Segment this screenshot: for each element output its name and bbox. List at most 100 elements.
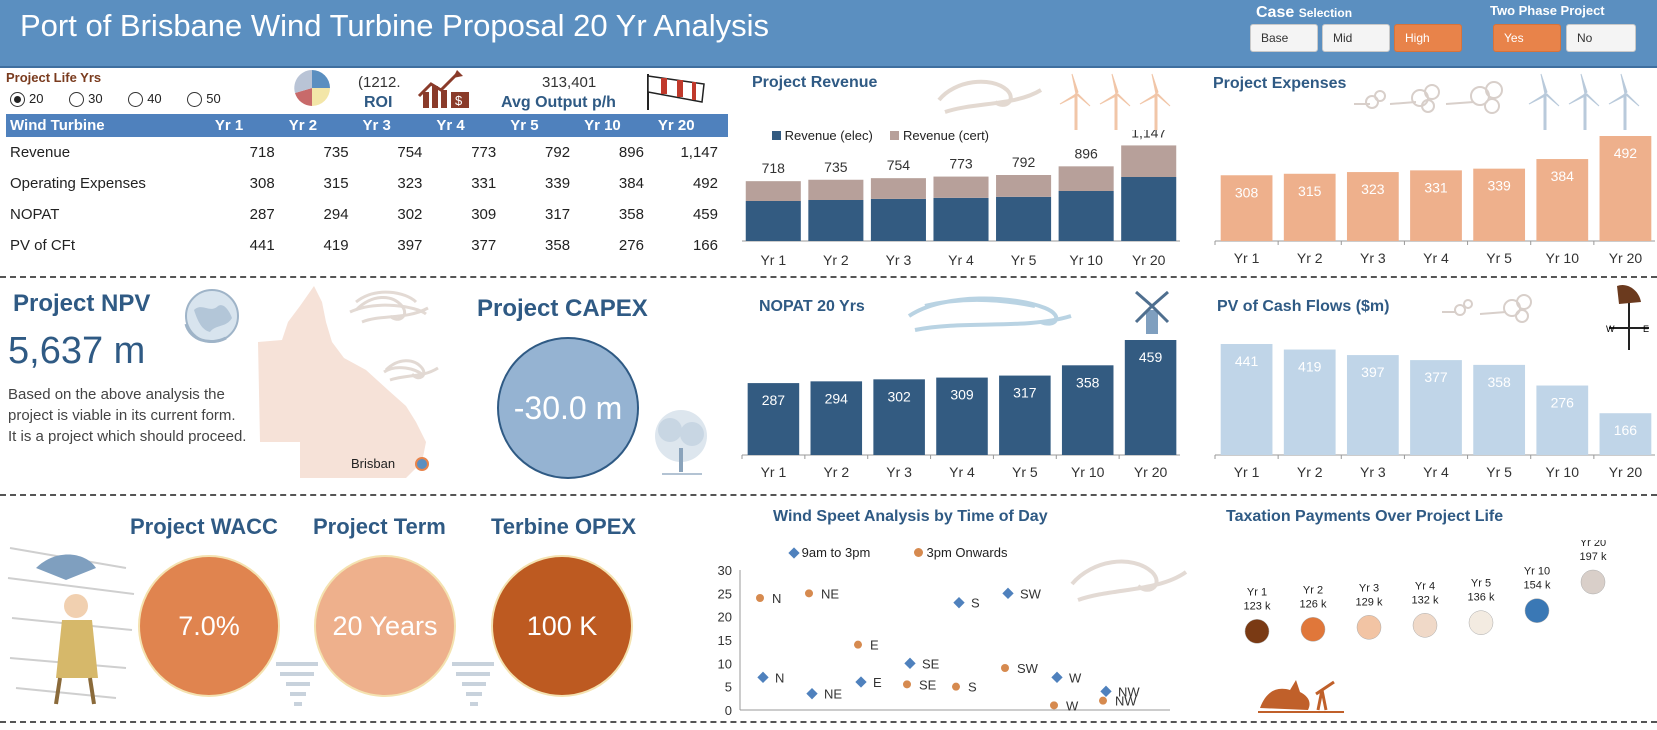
- bar-cert: [745, 181, 801, 201]
- data-label: 287: [762, 392, 786, 408]
- tick-label: Yr 5: [1012, 464, 1038, 480]
- table-row: Operating Expenses 308 315 323 331 339 3…: [6, 168, 728, 199]
- opex-value: 100 K: [526, 610, 598, 641]
- radio-icon[interactable]: [187, 92, 203, 108]
- growth-chart-icon: $: [417, 70, 469, 108]
- bar-elec: [996, 196, 1052, 241]
- case-base-button[interactable]: Base: [1250, 24, 1318, 52]
- life-option-20[interactable]: 20: [10, 91, 43, 108]
- legend-label: Revenue (elec): [784, 128, 873, 143]
- wind-chart: 30 25 20 15 10 5 0 N NE E SE S SW W NW N NE E SE S SW W NW: [718, 563, 1170, 718]
- table-cell: 384: [618, 175, 644, 192]
- radio-icon[interactable]: [69, 92, 85, 108]
- table-row: NOPAT 287 294 302 309 317 358 459: [6, 199, 728, 230]
- table-cell: 735: [323, 144, 349, 161]
- tornado-icon: [452, 662, 494, 706]
- tick-label: 10: [718, 656, 732, 671]
- data-label: 315: [1298, 183, 1322, 199]
- radio-icon[interactable]: [10, 92, 25, 108]
- tick-label: Yr 3: [886, 252, 912, 268]
- point-morning: [1002, 587, 1014, 599]
- row-label: Operating Expenses: [10, 175, 146, 192]
- case-label-small: Selection: [1298, 6, 1353, 20]
- tax-value-label: 197 k: [1580, 551, 1607, 563]
- table-cell: 492: [692, 175, 718, 192]
- point-afternoon: [952, 682, 960, 691]
- tick-label: 25: [718, 586, 732, 601]
- life-option-label: 50: [206, 91, 221, 106]
- table-header-cell: Yr 4: [432, 114, 507, 137]
- roi-value: (1212.: [358, 74, 401, 91]
- opex-title: Terbine OPEX: [491, 514, 637, 539]
- life-option-40[interactable]: 40: [128, 91, 162, 108]
- life-option-50[interactable]: 50: [187, 91, 221, 108]
- point-label: S: [968, 680, 977, 695]
- tax-value-label: 129 k: [1356, 596, 1383, 608]
- data-label: 331: [1424, 179, 1448, 195]
- map-city-label: Brisban: [351, 456, 396, 471]
- bar-cert: [1121, 145, 1177, 177]
- tax-bubble: [1412, 613, 1438, 638]
- tick-label: Yr 4: [948, 252, 974, 268]
- pv-chart: 441 Yr 1 419 Yr 2 397 Yr 3 377 Yr 4 358 Yr 5 276 Yr…: [1214, 344, 1655, 480]
- table-cell: 309: [471, 206, 497, 223]
- table-cell: 294: [323, 206, 349, 223]
- bar: [1473, 364, 1526, 455]
- capex-circle: -30.0 m: [497, 337, 639, 479]
- table-cell: 459: [692, 206, 718, 223]
- bar: [1283, 173, 1336, 241]
- tax-bubble: [1356, 615, 1382, 640]
- tick-label: Yr 2: [1297, 464, 1323, 480]
- data-label: 276: [1551, 395, 1575, 411]
- total-label: 773: [949, 156, 973, 172]
- table-cell: 419: [323, 237, 349, 254]
- point-morning: [806, 688, 818, 700]
- table-header-cell: Yr 10: [580, 114, 654, 137]
- tick-label: Yr 5: [1486, 464, 1512, 480]
- tick-label: 30: [718, 563, 732, 578]
- two-phase-no-button[interactable]: No: [1566, 24, 1636, 52]
- pie-chart-icon: [294, 70, 330, 106]
- bar: [999, 375, 1051, 455]
- wind-swirl-icon: [937, 79, 1043, 114]
- data-label: 419: [1298, 359, 1322, 375]
- npv-title: Project NPV: [13, 290, 151, 317]
- wind-turbines-icon: [1528, 73, 1640, 130]
- tick-label: Yr 20: [1609, 464, 1643, 480]
- case-mid-button[interactable]: Mid: [1322, 24, 1390, 52]
- table-cell: 166: [692, 237, 718, 254]
- life-option-30[interactable]: 30: [69, 91, 103, 108]
- point-label: E: [873, 675, 882, 690]
- table-cell: 323: [397, 175, 423, 192]
- table-row: PV of CFt 441 419 397 377 358 276 166: [6, 230, 728, 261]
- capex-value: -30.0 m: [513, 389, 623, 426]
- revenue-chart-title: Project Revenue: [752, 74, 878, 91]
- wind-gust-icon: [1354, 81, 1503, 114]
- table-header-row: Wind Turbine Yr 1 Yr 2 Yr 3 Yr 4 Yr 5 Yr…: [6, 114, 728, 137]
- case-high-button[interactable]: High: [1394, 24, 1462, 52]
- point-afternoon: [1099, 696, 1107, 705]
- tick-label: Yr 2: [823, 252, 849, 268]
- globe-icon: [184, 289, 239, 343]
- tick-label: Yr 3: [1360, 250, 1386, 266]
- opex-circle: 100 K: [491, 555, 633, 697]
- wind-legend: 9am to 3pm 3pm Onwards: [788, 545, 1007, 560]
- tick-label: Yr 3: [1360, 464, 1386, 480]
- table-cell: 718: [249, 144, 275, 161]
- two-phase-yes-button[interactable]: Yes: [1493, 24, 1561, 52]
- bar-elec: [933, 197, 989, 241]
- point-afternoon: [1001, 664, 1009, 672]
- radio-icon[interactable]: [128, 92, 144, 108]
- tick-label: Yr 1: [760, 252, 786, 268]
- wacc-value: 7.0%: [178, 610, 240, 641]
- point-afternoon: [805, 589, 813, 598]
- dragon-knight-icon: [1258, 680, 1344, 713]
- point-label: NW: [1118, 684, 1140, 699]
- bar: [1061, 365, 1114, 455]
- tick-label: Yr 10: [1069, 252, 1103, 268]
- tick-label: Yr 10: [1071, 464, 1105, 480]
- revenue-legend: Revenue (elec) Revenue (cert): [772, 128, 989, 143]
- legend-swatch-afternoon: [913, 548, 923, 557]
- bar: [1599, 413, 1652, 455]
- tax-bubble: [1300, 617, 1326, 642]
